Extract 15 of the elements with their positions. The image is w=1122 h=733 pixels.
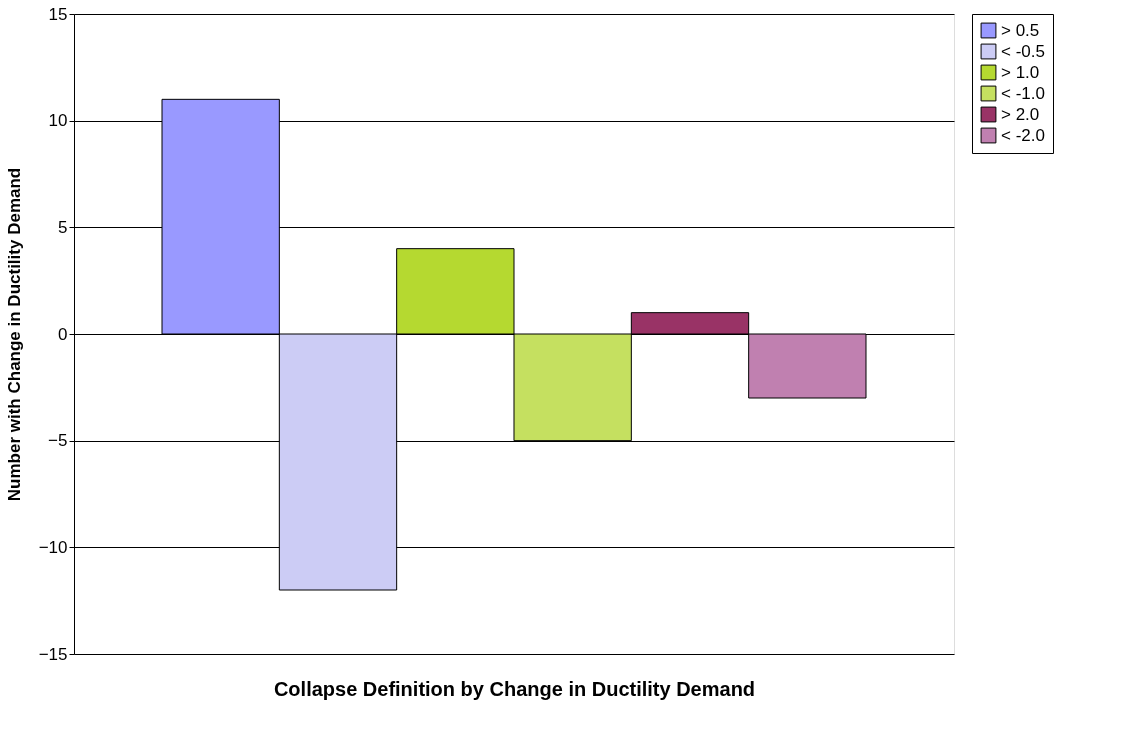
legend-label: > 2.0 xyxy=(1001,104,1040,124)
y-tick-label: −5 xyxy=(48,431,68,451)
x-axis-title: Collapse Definition by Change in Ductility Demand xyxy=(273,677,756,700)
legend-label: < -0.5 xyxy=(1001,41,1045,61)
legend-label: > 1.0 xyxy=(1001,62,1040,82)
legend-label: < -1.0 xyxy=(1001,83,1045,103)
y-tick-label: −15 xyxy=(38,644,68,664)
y-axis-title: Number with Change in Ductility Demand xyxy=(4,167,24,502)
y-tick-label: −10 xyxy=(38,537,68,557)
y-tick-label: 0 xyxy=(58,324,68,344)
y-tick-label: 10 xyxy=(48,111,68,131)
legend-label: < -2.0 xyxy=(1001,125,1045,145)
y-tick-label: 5 xyxy=(58,217,68,237)
y-tick-label: 15 xyxy=(48,4,68,24)
legend-label: > 0.5 xyxy=(1001,20,1040,40)
